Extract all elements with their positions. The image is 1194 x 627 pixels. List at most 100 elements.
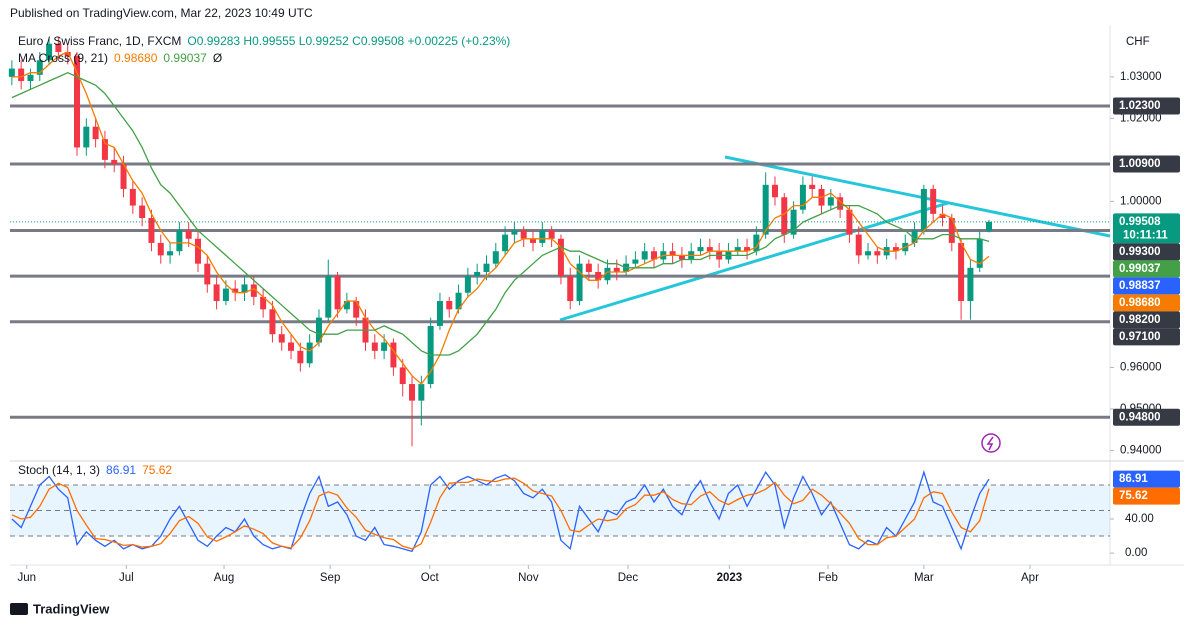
candle-body: [939, 213, 946, 219]
candle-body: [920, 188, 927, 231]
y-tick-label: 1.00000: [1120, 195, 1162, 207]
candle-body: [194, 238, 201, 264]
axis-label-box: [1113, 328, 1180, 346]
x-tick-label: Feb: [818, 572, 838, 584]
candle-body: [474, 271, 481, 277]
y-tick-label: 1.03000: [1120, 71, 1162, 83]
symbol-legend: Euro / Swiss Franc, 1D, FXCM O0.99283 H0.…: [18, 34, 510, 48]
candle-body: [911, 230, 918, 243]
plot-layer: 1.030001.020001.000000.960000.950000.940…: [8, 37, 1180, 584]
countdown: 10:11:11: [1123, 229, 1168, 241]
candle-body: [781, 197, 788, 235]
axis-label-box: [1113, 487, 1180, 505]
candle-body: [530, 238, 537, 243]
candle-body: [18, 68, 25, 82]
axis-label-box: [1113, 470, 1180, 488]
moving-average: [11, 71, 990, 356]
trend-line: [724, 155, 1111, 238]
candle-body: [837, 197, 844, 210]
axis-label: 0.97100: [1119, 331, 1161, 343]
candle-body: [557, 238, 564, 277]
candle-body: [8, 68, 15, 77]
axis-label-box: [1113, 277, 1180, 295]
candle-body: [334, 276, 341, 310]
axis-label: 75.62: [1119, 490, 1148, 502]
stoch-value: 86.91: [106, 463, 136, 477]
candle-body: [101, 139, 108, 160]
candle-body: [986, 221, 993, 232]
candle-body: [892, 247, 899, 252]
axis-label: 0.99037: [1119, 263, 1161, 275]
candle-body: [148, 218, 155, 243]
stoch-line: [11, 477, 990, 550]
candle-body: [576, 263, 583, 302]
candle-body: [325, 276, 332, 318]
candle-body: [343, 301, 350, 310]
axis-label-box: [1113, 260, 1180, 278]
ma-title: MA Cross (9, 21): [18, 51, 108, 65]
moving-average: [11, 51, 990, 385]
candle-body: [129, 188, 136, 206]
alert-icon-bolt: [986, 436, 994, 451]
axis-label-box: [1113, 155, 1180, 173]
axis-label: 1.00900: [1119, 158, 1161, 170]
axis-label: 0.99300: [1119, 246, 1161, 258]
candle-body: [204, 263, 211, 285]
y-tick-label: 0.00: [1125, 547, 1147, 559]
candle-body: [446, 301, 453, 310]
candle-body: [948, 218, 955, 243]
trend-line: [559, 201, 949, 322]
axis-label: 0.98200: [1119, 314, 1161, 326]
y-tick-label: 0.96000: [1120, 361, 1162, 373]
candle-body: [958, 242, 965, 302]
candle-body: [855, 234, 862, 256]
axis-label: 1.02300: [1119, 100, 1161, 112]
candle-body: [269, 309, 276, 335]
candle-body: [650, 251, 657, 260]
candle-body: [771, 184, 778, 198]
candle-body: [120, 164, 127, 189]
symbol-title: Euro / Swiss Franc, 1D, FXCM: [18, 34, 181, 48]
candle-body: [111, 159, 118, 165]
candle-body: [418, 384, 425, 401]
candle-body: [176, 230, 183, 252]
currency-label: CHF: [1126, 36, 1150, 48]
candle-body: [167, 251, 174, 256]
x-tick-label: Apr: [1021, 572, 1039, 584]
ma-value: 0.98680: [114, 51, 158, 65]
candle-body: [185, 230, 192, 239]
candle-body: [585, 263, 592, 272]
candle-body: [753, 234, 760, 252]
x-tick-label: Aug: [214, 572, 234, 584]
candle-body: [511, 230, 518, 235]
candle-body: [595, 271, 602, 281]
candle-body: [846, 209, 853, 235]
axis-label: 0.94800: [1119, 411, 1161, 423]
stoch-title: Stoch (14, 1, 3): [18, 463, 100, 477]
candle-body: [678, 255, 685, 260]
publish-note: Published on TradingView.com, Mar 22, 20…: [10, 6, 313, 20]
candle-body: [632, 259, 639, 264]
candle-body: [967, 267, 974, 302]
candle-body: [613, 267, 620, 272]
x-tick-label: Nov: [518, 572, 539, 584]
ohlc-readout: O0.99283 H0.99555 L0.99252 C0.99508 +0.0…: [187, 34, 510, 48]
candle-body: [232, 288, 239, 293]
candle-body: [288, 342, 295, 351]
x-tick-label: Oct: [421, 572, 440, 584]
axis-label-box: [1113, 311, 1180, 329]
candle-body: [567, 276, 574, 302]
candle-body: [669, 251, 676, 256]
axis-label-box: [1113, 243, 1180, 261]
candle-body: [297, 350, 304, 364]
alert-icon[interactable]: [981, 433, 1001, 453]
candle-body: [809, 184, 816, 189]
candle-body: [483, 263, 490, 272]
candle-body: [315, 317, 322, 343]
candle-body: [502, 234, 509, 252]
candle-body: [222, 288, 229, 302]
y-tick-label: 1.02000: [1120, 112, 1162, 124]
candle-body: [409, 384, 416, 401]
candle-body: [604, 267, 611, 281]
